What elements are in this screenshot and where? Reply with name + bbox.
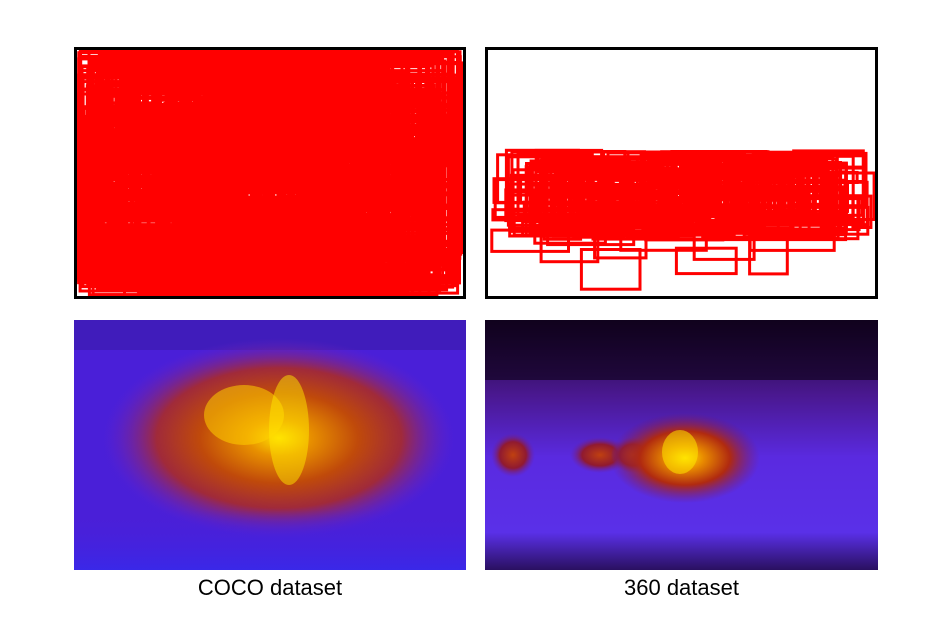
d360-caption: 360 dataset (624, 575, 739, 600)
coco-bbox (115, 171, 182, 209)
coco-bbox (363, 250, 394, 261)
coco-bbox (85, 203, 190, 267)
coco-bbox (192, 176, 290, 187)
d360-bbox (759, 205, 870, 236)
coco-bbox (215, 110, 300, 125)
coco-bbox (189, 120, 203, 157)
coco-bbox (315, 111, 385, 129)
coco-bbox (397, 115, 448, 153)
d360-bbox (789, 168, 830, 206)
d360-bbox (490, 228, 570, 253)
d360-bbox (546, 218, 636, 247)
d360-heatmap-panel (485, 320, 878, 570)
coco-bbox (303, 86, 321, 125)
coco-bbox (94, 223, 148, 254)
coco-bbox (143, 207, 266, 218)
d360-bbox (579, 248, 642, 291)
coco-bbox (413, 258, 431, 271)
coco-bbox (80, 128, 178, 153)
d360-bbox (732, 156, 788, 176)
d360-boxes-panel (485, 47, 878, 299)
coco-bbox (292, 158, 402, 204)
d360-bbox (685, 156, 764, 210)
coco-bbox (430, 135, 444, 186)
coco-bbox (388, 227, 459, 248)
coco-bbox (403, 157, 455, 168)
d360-bbox (652, 184, 712, 229)
coco-bbox (240, 102, 308, 159)
coco-bbox (305, 146, 365, 200)
d360-bbox (692, 228, 756, 261)
d360-heatmap (485, 320, 878, 570)
d360-bbox (619, 219, 708, 252)
d360-bbox (593, 222, 648, 260)
d360-bbox (630, 174, 686, 236)
d360-bbox (758, 150, 819, 200)
d360-bbox (684, 151, 746, 176)
coco-bbox (246, 214, 334, 244)
coco-bbox (212, 88, 270, 130)
coco-heatmap (74, 320, 466, 570)
d360-bbox (706, 170, 848, 242)
d360-boxes-plot (490, 148, 875, 291)
coco-boxes-plot (77, 50, 463, 296)
d360-bbox (748, 217, 836, 252)
coco-bbox (309, 229, 400, 268)
coco-heatmap-hotspot-1 (204, 385, 284, 445)
d360-heatmap-top-band (485, 320, 878, 380)
d360-bbox (493, 178, 584, 219)
coco-heatmap-bottom-band (74, 510, 466, 570)
coco-bbox (131, 83, 190, 114)
coco-bbox (132, 159, 194, 198)
coco-bbox (259, 130, 382, 178)
d360-bbox (646, 159, 734, 231)
d360-heatmap-spot-1 (491, 433, 535, 477)
coco-bbox (409, 177, 446, 214)
d360-bbox (783, 180, 869, 227)
d360-heatmap-peak (662, 430, 698, 474)
coco-bbox (407, 240, 442, 265)
coco-bbox (416, 78, 441, 117)
coco-bbox (91, 101, 161, 124)
coco-bbox (107, 192, 169, 233)
coco-boxes-panel (74, 47, 466, 299)
coco-bbox (117, 210, 150, 259)
coco-heatmap-panel (74, 320, 466, 570)
d360-bbox (748, 232, 789, 276)
coco-bbox (205, 140, 265, 163)
coco-bbox (304, 186, 406, 240)
coco-caption: COCO dataset (197, 575, 343, 600)
d360-bbox (691, 165, 766, 229)
coco-bbox (354, 86, 396, 144)
coco-bbox (324, 175, 411, 193)
coco-bbox (316, 206, 419, 248)
coco-bbox (132, 223, 211, 233)
coco-bbox (278, 256, 365, 270)
coco-heatmap-hotspot-2 (269, 375, 309, 485)
